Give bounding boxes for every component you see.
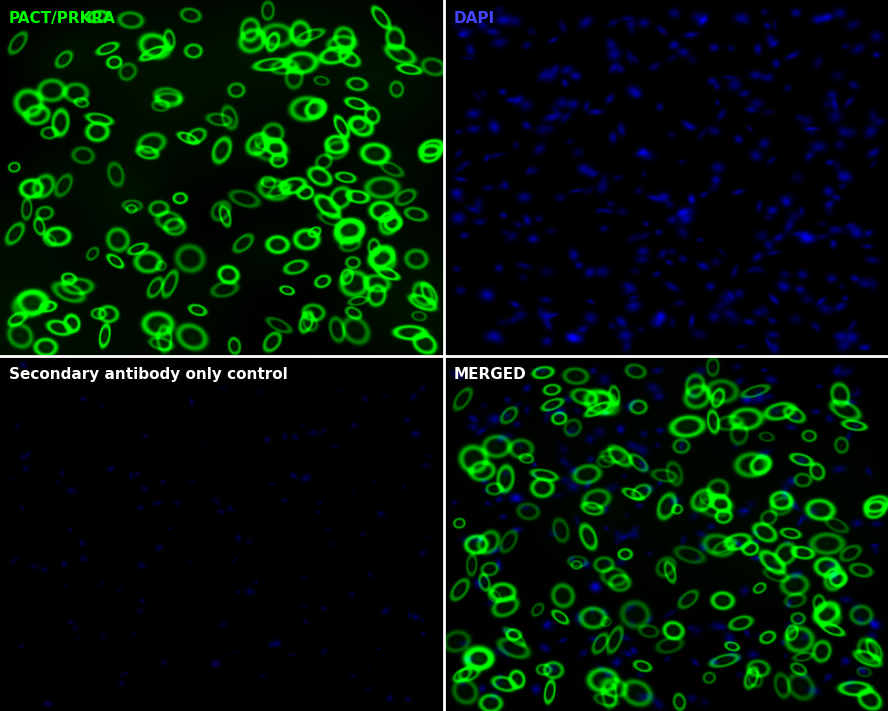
Text: MERGED: MERGED (454, 367, 527, 382)
Text: DAPI: DAPI (454, 11, 495, 26)
Text: Secondary antibody only control: Secondary antibody only control (9, 367, 288, 382)
Text: PACT/PRKRA: PACT/PRKRA (9, 11, 115, 26)
